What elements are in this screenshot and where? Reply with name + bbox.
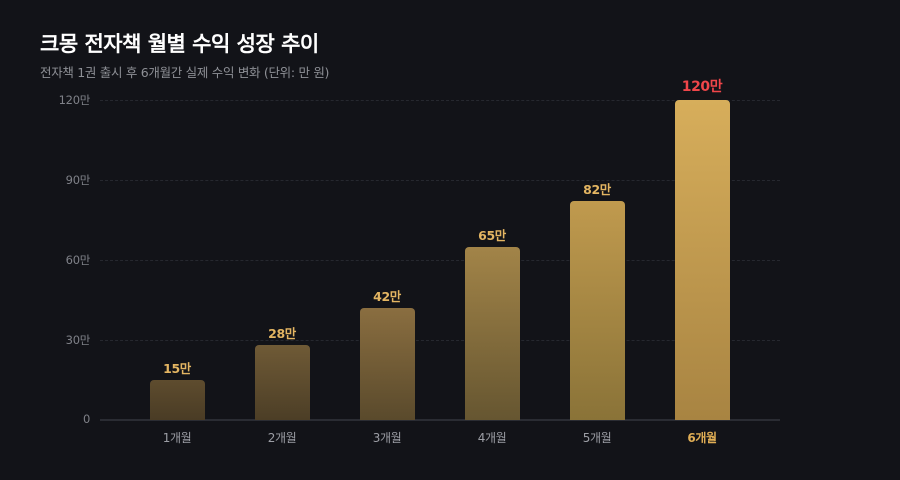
value-label-month-2: 28만	[268, 326, 296, 341]
y-tick-0: 0	[82, 412, 90, 426]
x-tick-month-1: 1개월	[162, 431, 192, 445]
x-tick-month-6: 6개월	[687, 431, 717, 445]
gridline-90	[100, 180, 780, 181]
value-label-month-6: 120만	[681, 79, 723, 95]
gridline-30	[100, 340, 780, 341]
bar-month-3	[360, 308, 415, 420]
chart-subtitle: 전자책 1권 출시 후 6개월간 실제 수익 변화 (단위: 만 원)	[40, 65, 330, 80]
value-label-month-3: 42만	[373, 289, 401, 304]
value-label-month-1: 15만	[163, 361, 191, 376]
value-label-month-5: 82만	[583, 182, 611, 197]
x-axis-baseline	[100, 419, 780, 421]
y-tick-30: 30만	[65, 333, 91, 347]
gridline-60	[100, 260, 780, 261]
y-tick-120: 120만	[58, 93, 91, 107]
bar-month-1	[150, 380, 205, 420]
gridline-120	[100, 100, 780, 101]
chart-title: 크몽 전자책 월별 수익 성장 추이	[40, 32, 319, 56]
bar-month-6	[675, 100, 730, 420]
bar-month-5	[570, 201, 625, 420]
x-tick-month-3: 3개월	[372, 431, 402, 445]
y-tick-90: 90만	[65, 173, 91, 187]
x-tick-month-5: 5개월	[582, 431, 612, 445]
x-tick-month-2: 2개월	[267, 431, 297, 445]
x-tick-month-4: 4개월	[477, 431, 507, 445]
bar-month-4	[465, 247, 520, 420]
value-label-month-4: 65만	[478, 228, 506, 243]
bar-month-2	[255, 345, 310, 420]
y-tick-60: 60만	[65, 253, 91, 267]
